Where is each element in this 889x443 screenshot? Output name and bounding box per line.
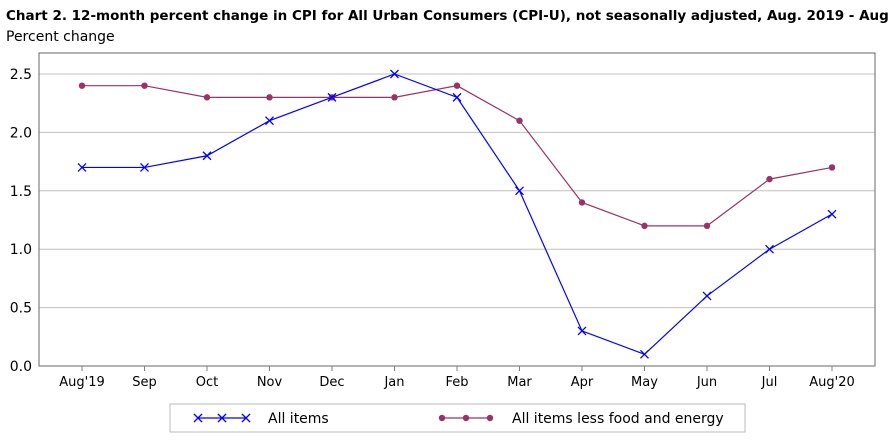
x-tick-label: Jan xyxy=(383,375,404,390)
y-tick-label: 0.0 xyxy=(10,359,32,375)
circle-marker xyxy=(703,222,711,230)
x-marker xyxy=(217,413,227,423)
legend-item: All items xyxy=(193,411,329,427)
legend-label: All items xyxy=(268,411,329,427)
x-marker xyxy=(193,413,203,423)
x-marker xyxy=(640,349,649,359)
circle-marker xyxy=(516,117,523,124)
circle-marker xyxy=(141,82,148,89)
y-tick-label: 2.0 xyxy=(10,125,32,141)
legend-item: All items less food and energy xyxy=(438,411,724,427)
y-tick-label: 2.5 xyxy=(10,67,32,83)
legend-label: All items less food and energy xyxy=(512,411,724,427)
circle-marker xyxy=(391,94,398,101)
chart-title: Chart 2. 12-month percent change in CPI … xyxy=(6,8,889,24)
x-tick-label: Mar xyxy=(507,375,532,390)
x-marker xyxy=(515,186,524,196)
circle-marker xyxy=(78,82,86,89)
series-line xyxy=(82,85,833,227)
x-marker xyxy=(265,116,274,126)
y-tick-label: 1.5 xyxy=(10,184,32,200)
x-tick-label: Jun xyxy=(696,375,717,390)
x-tick-label: Aug'19 xyxy=(59,375,105,390)
circle-marker xyxy=(266,94,273,101)
circle-marker xyxy=(578,199,586,206)
y-axis-label: Percent change xyxy=(6,29,115,45)
circle-marker xyxy=(453,82,461,89)
x-tick-label: May xyxy=(631,375,658,390)
y-tick-label: 1.0 xyxy=(10,242,32,258)
x-marker xyxy=(390,69,399,79)
series-core xyxy=(78,82,836,230)
x-tick-label: Dec xyxy=(319,375,344,390)
circle-marker xyxy=(641,222,648,230)
x-marker xyxy=(140,162,149,172)
circle-marker xyxy=(462,414,470,422)
y-tick-label: 0.5 xyxy=(10,301,32,317)
x-marker xyxy=(327,92,337,102)
circle-marker xyxy=(766,175,773,183)
series-line xyxy=(82,73,833,356)
x-marker xyxy=(241,413,251,423)
x-tick-label: Apr xyxy=(571,375,594,390)
circle-marker xyxy=(828,164,836,171)
x-tick-label: Jul xyxy=(761,375,778,390)
x-marker xyxy=(765,244,774,254)
x-tick-label: Oct xyxy=(196,375,218,390)
x-tick-label: Sep xyxy=(132,375,157,390)
x-tick-label: Nov xyxy=(257,375,283,390)
circle-marker xyxy=(486,414,494,422)
plot-area-border xyxy=(38,52,876,367)
x-marker xyxy=(452,92,462,102)
x-marker xyxy=(202,151,212,161)
circle-marker xyxy=(438,414,446,422)
x-marker xyxy=(702,291,712,301)
x-tick-label: Feb xyxy=(445,375,468,390)
circle-marker xyxy=(203,94,211,101)
x-marker xyxy=(827,209,837,219)
x-tick-label: Aug'20 xyxy=(809,375,855,390)
series-all-items xyxy=(77,69,837,359)
x-marker xyxy=(77,162,87,172)
x-marker xyxy=(577,326,587,336)
